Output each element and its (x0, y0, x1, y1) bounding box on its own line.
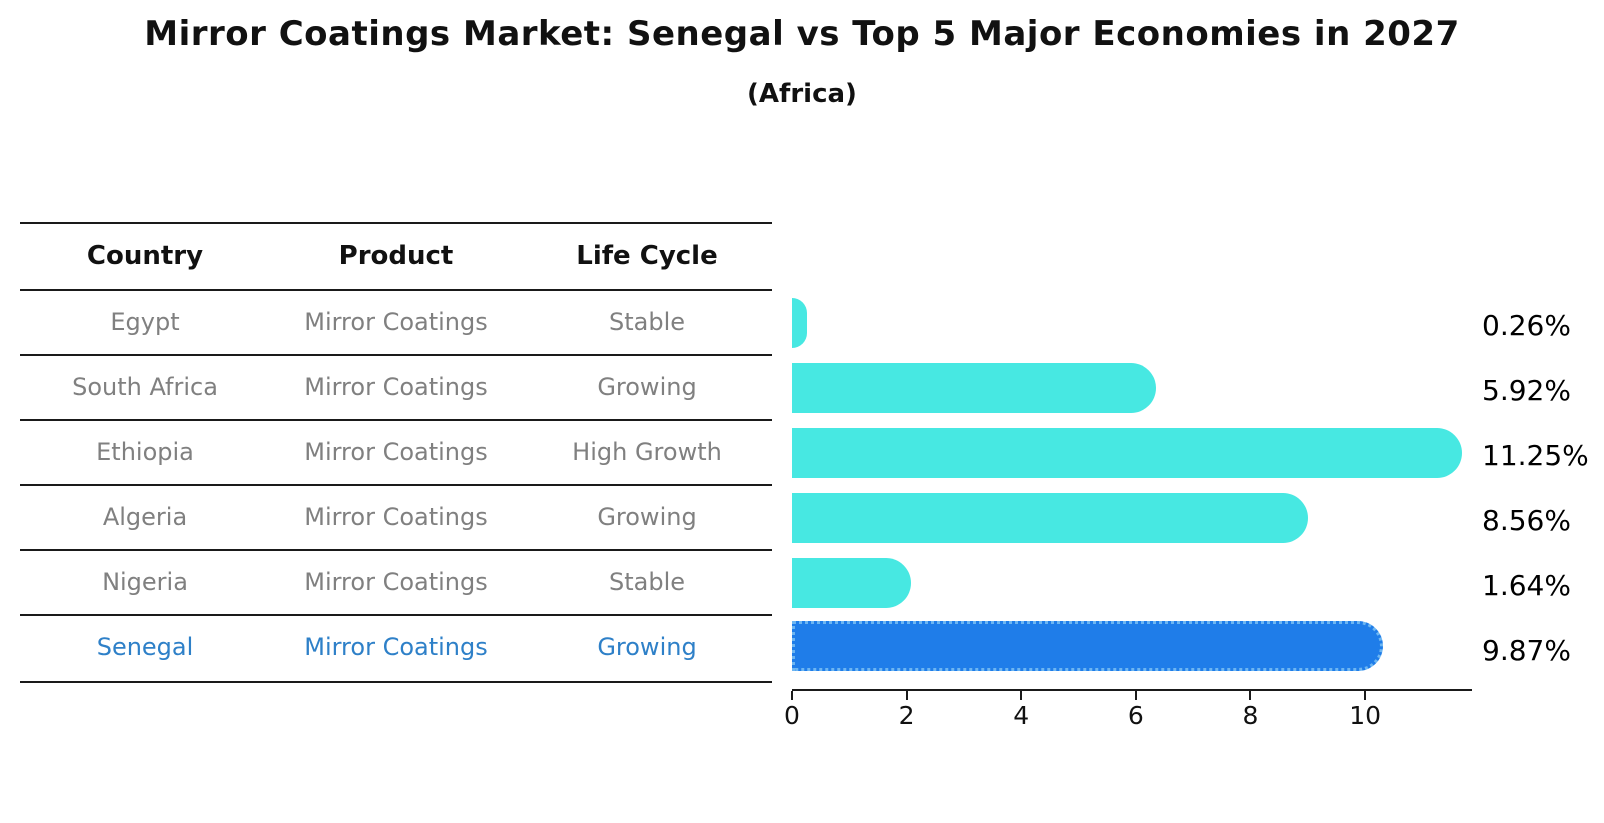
x-axis-line (792, 689, 1472, 691)
x-axis-tick (1364, 691, 1367, 700)
country-cell: Ethiopia (96, 437, 194, 466)
chart-subtitle: (Africa) (747, 79, 857, 109)
country-cell: Nigeria (102, 567, 188, 596)
table-row-separator (20, 419, 772, 421)
country-cell: Egypt (110, 307, 180, 336)
x-axis-tick-label: 4 (1013, 701, 1030, 730)
country-cell: Senegal (96, 632, 194, 661)
table-header-row: Country Product Life Cycle (20, 222, 772, 289)
bar-egypt (792, 298, 807, 348)
life-cycle-cell: Stable (608, 567, 686, 596)
life-cycle-cell: Stable (608, 307, 686, 336)
product-cell: Mirror Coatings (304, 372, 488, 401)
country-cell: Algeria (102, 502, 188, 531)
column-header-product: Product (338, 240, 454, 271)
product-cell: Mirror Coatings (304, 307, 488, 336)
x-axis-tick-label: 0 (784, 701, 800, 730)
bar-nigeria (792, 558, 911, 608)
value-label: 9.87% (1482, 634, 1571, 667)
life-cycle-cell: Growing (597, 632, 697, 661)
life-cycle-cell: Growing (597, 372, 697, 401)
x-axis-tick-label: 10 (1349, 701, 1382, 730)
product-cell: Mirror Coatings (304, 632, 488, 661)
x-axis-tick (1134, 691, 1137, 700)
life-cycle-cell: Growing (597, 502, 697, 531)
x-axis-tick-label: 6 (1127, 701, 1144, 730)
bar-algeria (792, 493, 1308, 543)
table-row: South Africa Mirror Coatings Growing (20, 354, 772, 419)
table-row: Egypt Mirror Coatings Stable (20, 289, 772, 354)
life-cycle-cell: High Growth (572, 437, 722, 466)
chart-title: Mirror Coatings Market: Senegal vs Top 5… (144, 14, 1460, 54)
bar-south-africa (792, 363, 1157, 413)
table-row-separator (20, 614, 772, 616)
bar-ethiopia (792, 428, 1462, 478)
value-label: 0.26% (1482, 309, 1571, 342)
column-header-country: Country (86, 240, 204, 271)
product-cell: Mirror Coatings (304, 567, 488, 596)
table-row-separator (20, 484, 772, 486)
value-label: 11.25% (1482, 439, 1589, 472)
table-row: Nigeria Mirror Coatings Stable (20, 549, 772, 614)
table-border-top (20, 222, 772, 224)
product-cell: Mirror Coatings (304, 502, 488, 531)
table-row-senegal: Senegal Mirror Coatings Growing (20, 614, 772, 679)
table-row: Ethiopia Mirror Coatings High Growth (20, 419, 772, 484)
table-header-separator (20, 289, 772, 291)
value-label: 5.92% (1482, 374, 1571, 407)
x-axis-tick (1020, 691, 1023, 700)
table-row-separator (20, 354, 772, 356)
value-label: 1.64% (1482, 569, 1571, 602)
column-header-life-cycle: Life Cycle (576, 240, 718, 271)
product-cell: Mirror Coatings (304, 437, 488, 466)
x-axis-tick-label: 2 (898, 701, 915, 730)
x-axis-tick (1249, 691, 1252, 700)
table-border-bottom (20, 681, 772, 683)
value-label: 8.56% (1482, 504, 1571, 537)
table-row-separator (20, 549, 772, 551)
x-axis-tick (791, 691, 793, 700)
country-cell: South Africa (72, 372, 218, 401)
x-axis-tick (905, 691, 908, 700)
table-row: Algeria Mirror Coatings Growing (20, 484, 772, 549)
bar-senegal-highlighted (792, 621, 1383, 671)
x-axis-tick-label: 8 (1242, 701, 1259, 730)
